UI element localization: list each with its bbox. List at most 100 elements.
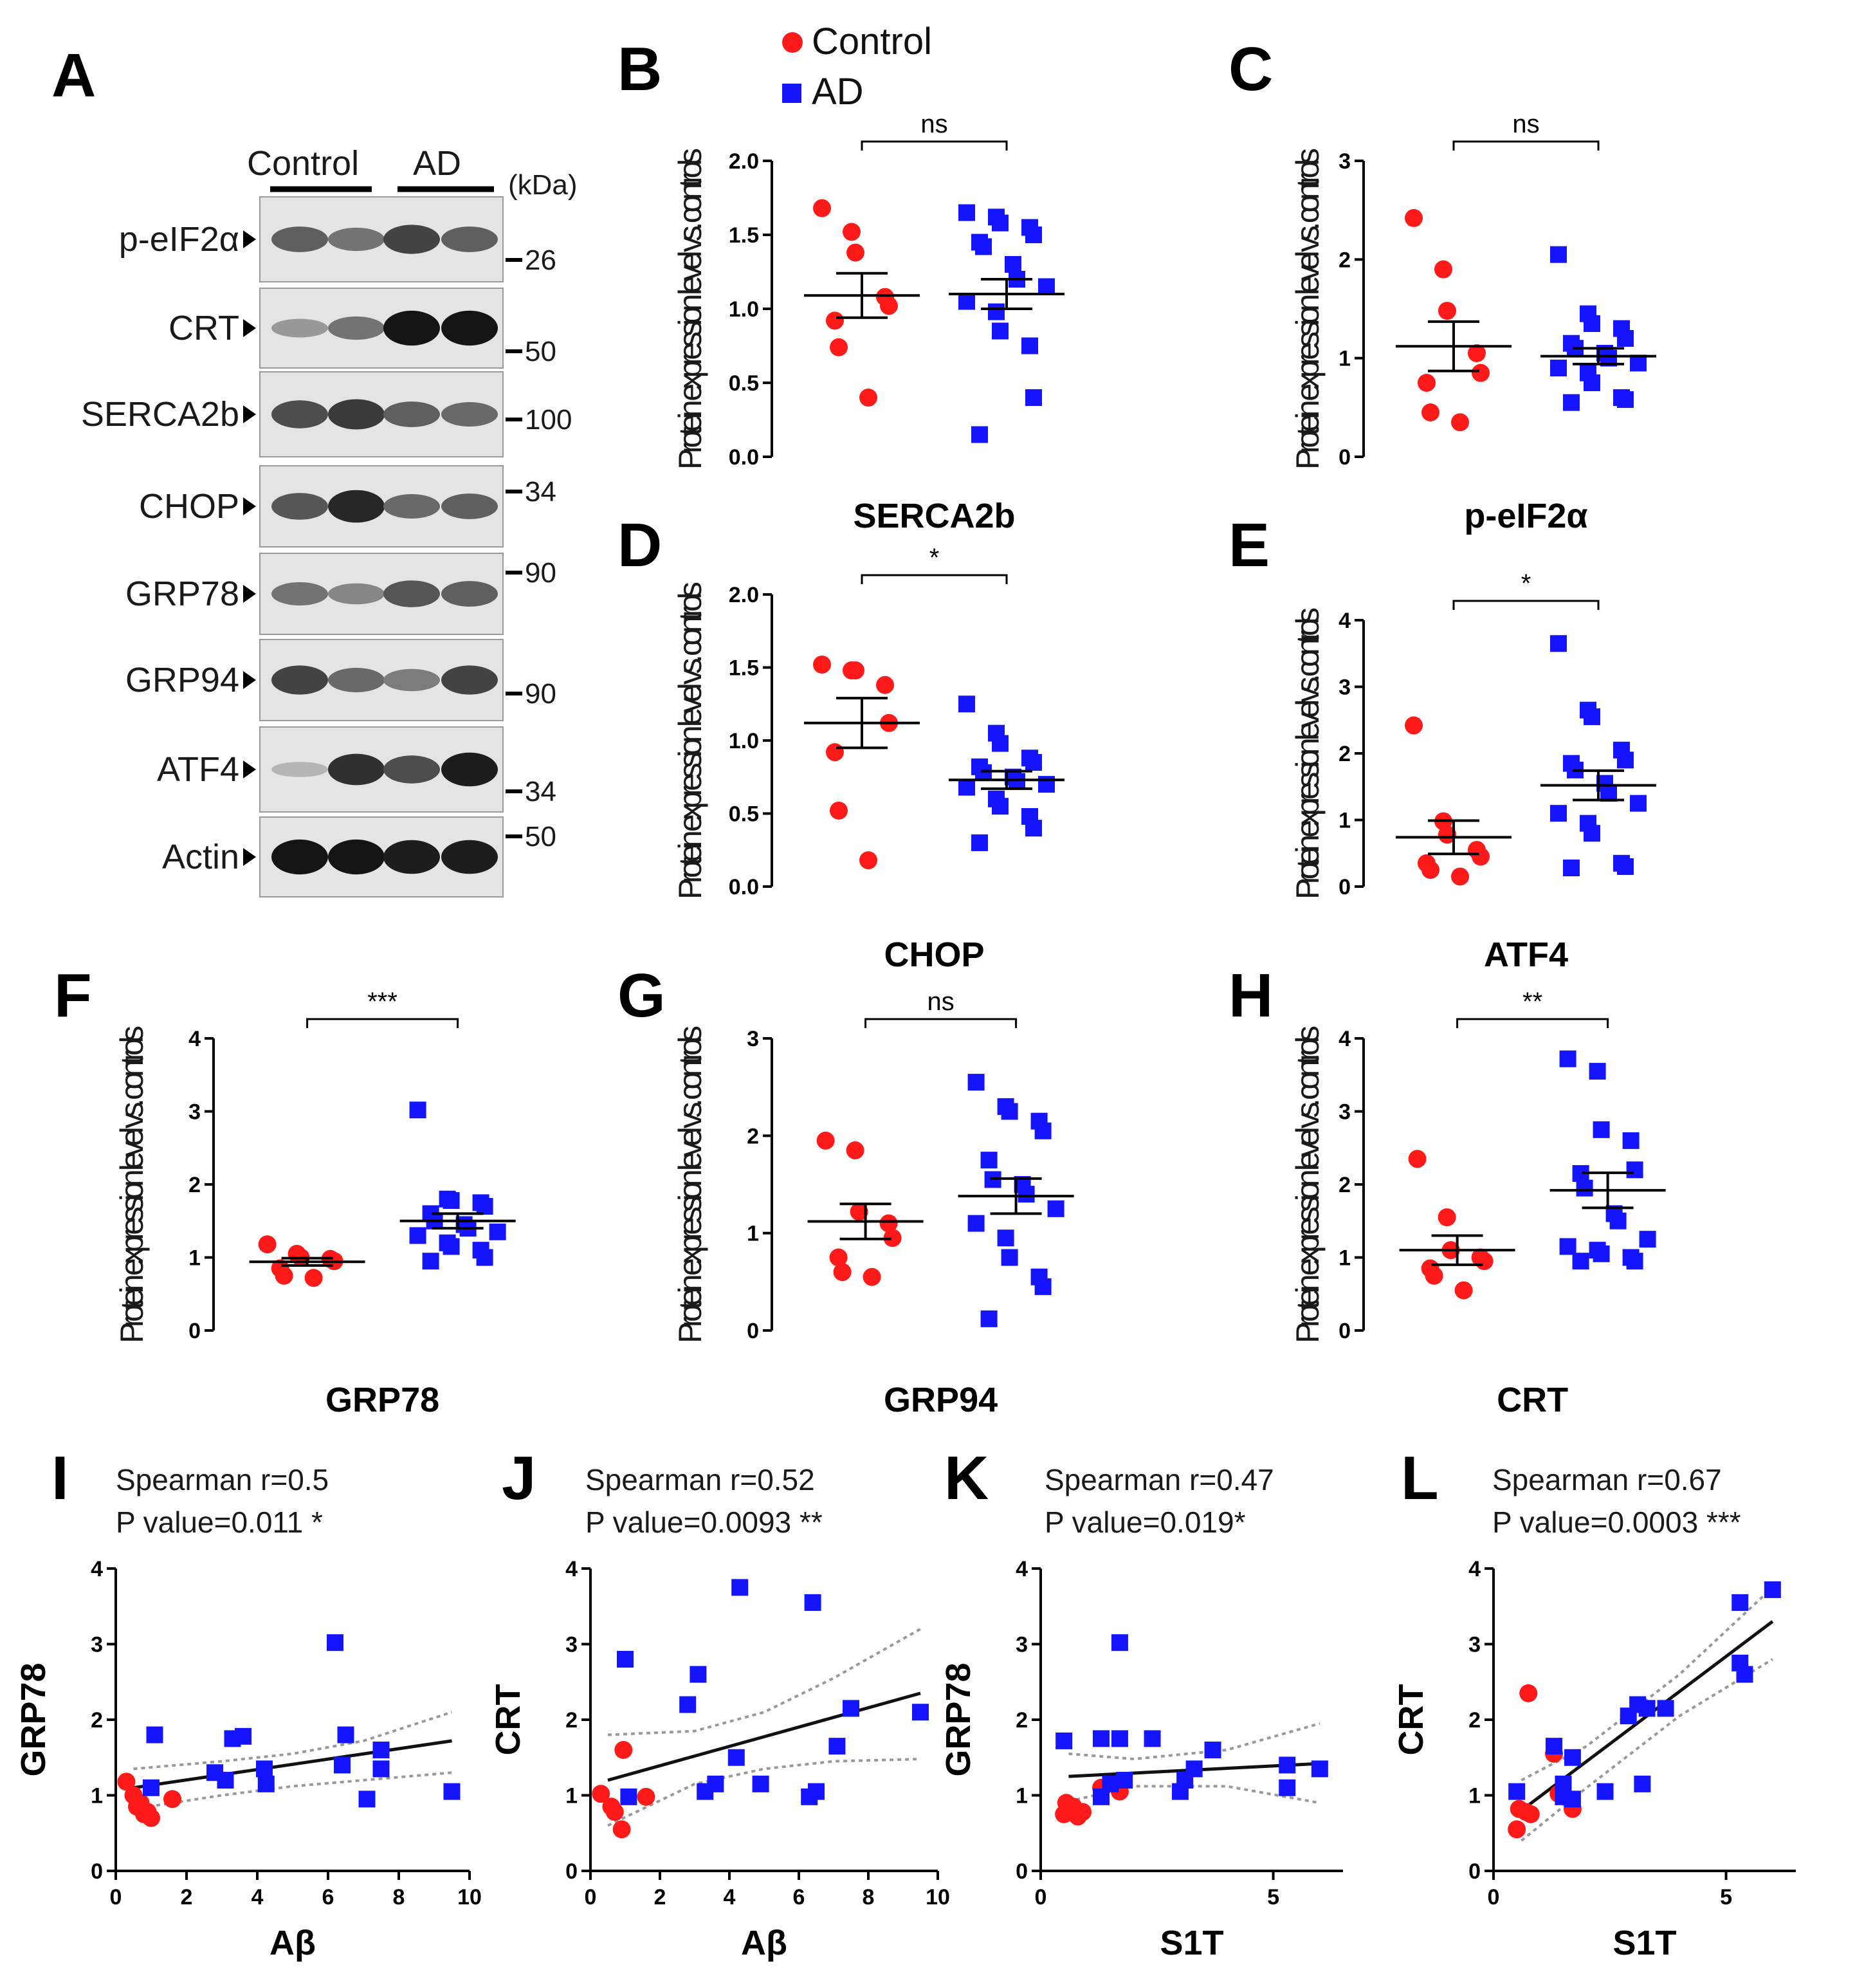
blot-band <box>383 401 440 427</box>
ad-point <box>992 214 1009 232</box>
y-tick-label: 4 <box>1016 1557 1028 1581</box>
y-tick-label: 3 <box>1016 1633 1028 1657</box>
ad-point <box>1617 858 1634 875</box>
y-tick-label: 2 <box>1339 248 1351 272</box>
y-axis-label: Protein expression level vs. controls <box>1290 607 1326 899</box>
ad-point <box>958 695 975 713</box>
ad-point <box>476 1198 493 1215</box>
control-point <box>876 676 894 694</box>
blot-group-ad: AD <box>413 144 461 183</box>
significance-label: ** <box>1522 988 1542 1016</box>
ad-point <box>808 1783 825 1800</box>
chart-panel-f: 0 1 2 3 4 F Protein expression level vs. contr… <box>54 961 516 1419</box>
ad-point <box>992 798 1009 815</box>
y-tick-label: 3 <box>91 1633 103 1657</box>
ci-upper-band <box>1068 1722 1320 1761</box>
blot-band <box>328 316 385 340</box>
ad-point <box>337 1726 354 1744</box>
y-axis-label-text: Protein expression level vs. controls <box>672 148 708 470</box>
panel-letter: L <box>1401 1444 1439 1513</box>
y-axis-label-text: Protein expression level vs. controls <box>1290 148 1326 470</box>
ad-point <box>997 1229 1014 1247</box>
ad-point <box>1279 1779 1296 1796</box>
blot-band <box>271 318 328 338</box>
control-point <box>1421 861 1439 879</box>
x-tick-label: 4 <box>724 1885 736 1910</box>
significance-bracket <box>861 140 1008 151</box>
ad-point <box>1055 1732 1073 1749</box>
ad-point <box>1634 1775 1651 1792</box>
ad-point <box>1617 330 1634 347</box>
chart-panel-j: 0 1 2 3 4 J Spearman r=0.52 P value=0.0093 ** CR… <box>489 1444 950 1962</box>
blot-band <box>383 668 440 692</box>
ad-point <box>1593 1121 1610 1138</box>
panel-letter: B <box>617 35 662 104</box>
y-tick-label: 2 <box>188 1173 201 1197</box>
ad-point <box>1657 1700 1674 1717</box>
control-point <box>830 338 848 356</box>
ad-point <box>1564 1749 1581 1766</box>
control-point <box>1405 716 1423 735</box>
ad-point <box>967 1215 985 1232</box>
y-tick-label: 1 <box>188 1246 201 1271</box>
control-point <box>883 1229 902 1247</box>
control-point <box>816 1131 835 1150</box>
significance-bracket <box>1452 600 1600 610</box>
blot-marker-label: 100 <box>525 404 572 436</box>
y-tick-label: 3 <box>1339 676 1351 700</box>
control-point <box>1472 364 1490 382</box>
y-tick-label: 0 <box>1339 875 1351 899</box>
ad-point <box>1025 754 1042 771</box>
ad-point <box>1116 1772 1133 1789</box>
control-point <box>275 1266 293 1285</box>
x-tick-label: 6 <box>322 1885 334 1910</box>
panel-letter: E <box>1229 511 1270 580</box>
ad-point <box>1034 1122 1052 1139</box>
control-point <box>829 1248 848 1267</box>
legend: Control AD <box>782 21 932 113</box>
blot-band <box>383 225 440 254</box>
ad-point <box>1005 256 1021 273</box>
p-value-label: P value=0.0003 *** <box>1492 1505 1741 1539</box>
significance-bracket <box>864 1018 1018 1028</box>
ad-point <box>443 1192 460 1209</box>
ad-point <box>1589 1063 1606 1080</box>
y-axis-label: GRP78 <box>939 1662 978 1776</box>
ad-point <box>1559 1238 1576 1255</box>
y-tick-label: 4 <box>1468 1557 1481 1581</box>
y-tick-label: 2 <box>1339 742 1351 766</box>
p-value-label: P value=0.019* <box>1045 1505 1246 1539</box>
blot-band <box>441 665 498 695</box>
ad-point <box>1550 635 1567 652</box>
regression-line <box>607 1691 921 1782</box>
control-point <box>843 223 861 241</box>
ci-lower-band <box>607 1758 921 1827</box>
ad-point <box>1111 1634 1128 1652</box>
x-tick-label: 8 <box>863 1885 875 1910</box>
panel-letter: F <box>54 961 92 1030</box>
blot-arrow-icon <box>243 671 256 689</box>
blot-marker-label: 34 <box>525 776 556 807</box>
blot-marker-label: 90 <box>525 557 556 589</box>
ad-point <box>257 1775 275 1792</box>
chart-panel-l: 0 1 2 3 4 L Spearman r=0.67 P value=0.0003 *** C… <box>1392 1444 1796 1962</box>
control-point <box>612 1820 631 1839</box>
significance-bracket <box>306 1018 459 1028</box>
ad-point <box>1584 315 1600 332</box>
blot-row-label: GRP78 <box>125 575 239 613</box>
control-point <box>605 1803 624 1821</box>
blot-arrow-icon <box>243 230 256 248</box>
x-axis-label: CHOP <box>884 935 984 974</box>
control-point <box>142 1809 160 1827</box>
y-tick-label: 2 <box>91 1708 103 1733</box>
ad-point <box>1009 773 1025 790</box>
ad-point <box>975 238 992 255</box>
panel-letter: K <box>944 1444 989 1513</box>
control-point <box>1434 260 1452 279</box>
ad-point <box>1596 1783 1614 1800</box>
blot-band <box>441 310 498 346</box>
ci-lower-band <box>1521 1658 1773 1842</box>
control-point <box>304 1269 323 1287</box>
y-tick-label: 0.0 <box>729 875 759 899</box>
y-tick-label: 1 <box>1468 1784 1481 1809</box>
